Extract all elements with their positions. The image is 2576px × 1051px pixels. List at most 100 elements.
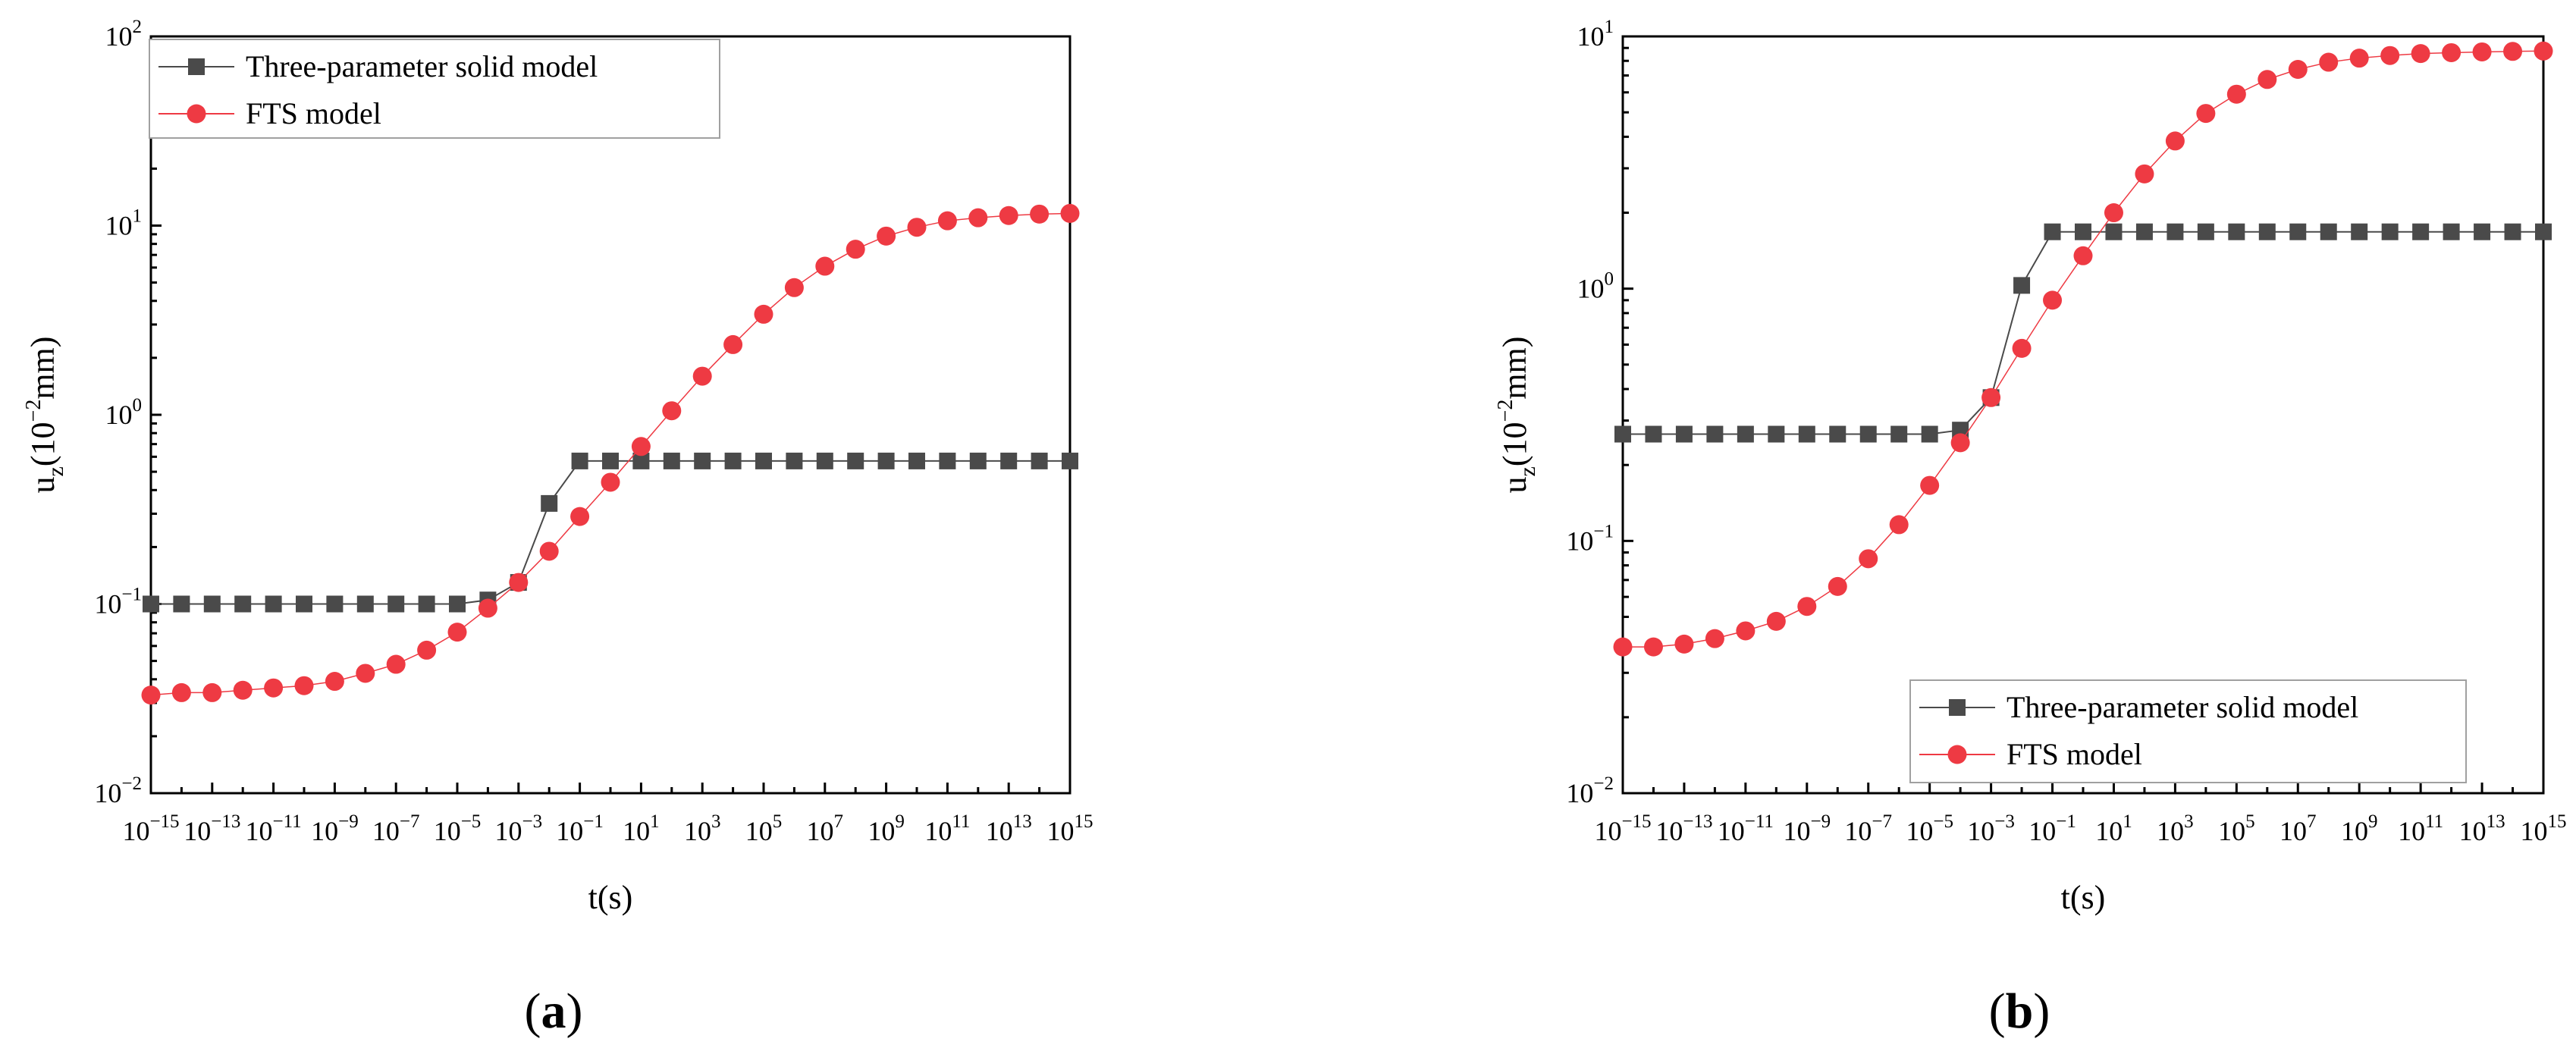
legend-label: Three-parameter solid model bbox=[246, 49, 598, 83]
data-point-circle bbox=[2288, 60, 2308, 80]
data-point-circle bbox=[815, 256, 835, 276]
panel-label: (b) bbox=[1989, 984, 2050, 1039]
data-point-square bbox=[1921, 425, 1938, 443]
data-point-circle bbox=[2104, 203, 2123, 223]
data-point-circle bbox=[2226, 84, 2246, 104]
data-point-circle bbox=[325, 672, 344, 692]
x-tick-label: 107 bbox=[2279, 811, 2317, 846]
x-tick-label: 10−3 bbox=[494, 811, 542, 846]
panel-label: (a) bbox=[525, 984, 583, 1039]
data-point-square bbox=[632, 452, 650, 469]
data-point-circle bbox=[1030, 204, 1050, 224]
data-point-square bbox=[694, 452, 711, 469]
data-point-square bbox=[1675, 425, 1693, 443]
data-point-square bbox=[143, 595, 159, 613]
x-tick-label: 103 bbox=[684, 811, 721, 846]
x-axis-title: t(s) bbox=[2061, 879, 2106, 916]
data-point-circle bbox=[264, 678, 284, 698]
data-point-circle bbox=[2380, 45, 2400, 65]
legend-box bbox=[149, 39, 720, 139]
legend-label: Three-parameter solid model bbox=[2007, 690, 2358, 724]
data-point-square bbox=[356, 595, 374, 613]
x-tick-label: 10−11 bbox=[246, 811, 302, 846]
data-point-square bbox=[203, 595, 221, 613]
data-point-square bbox=[2044, 223, 2061, 240]
x-tick-label: 10−1 bbox=[556, 811, 604, 846]
data-point-square bbox=[2167, 223, 2184, 240]
x-tick-label: 10−3 bbox=[1967, 811, 2015, 846]
data-point-circle bbox=[141, 686, 161, 705]
y-axis-title: uz(10−2mm) bbox=[1494, 337, 1540, 494]
data-point-circle bbox=[2043, 290, 2063, 310]
data-point-square bbox=[1031, 452, 1048, 469]
y-tick-label: 10−1 bbox=[94, 585, 142, 620]
legend: Three-parameter solid model FTS model bbox=[1909, 679, 2467, 783]
data-point-circle bbox=[937, 211, 957, 231]
data-point-circle bbox=[2472, 42, 2492, 61]
data-point-circle bbox=[233, 680, 253, 700]
x-tick-label: 10−13 bbox=[184, 811, 240, 846]
data-point-square bbox=[2258, 223, 2276, 240]
data-point-circle bbox=[171, 682, 191, 702]
legend-marker-square bbox=[188, 58, 205, 75]
y-tick-label: 102 bbox=[105, 17, 143, 52]
data-point-circle bbox=[1736, 621, 1756, 641]
x-tick-label: 10−7 bbox=[1844, 811, 1892, 846]
data-point-circle bbox=[662, 401, 682, 421]
data-point-square bbox=[755, 452, 772, 469]
data-point-circle bbox=[907, 218, 927, 237]
data-point-circle bbox=[1766, 611, 1786, 631]
data-point-square bbox=[571, 452, 588, 469]
data-point-square bbox=[2013, 277, 2031, 294]
x-tick-label: 10−13 bbox=[1655, 811, 1712, 846]
y-tick-label: 101 bbox=[105, 206, 143, 241]
data-point-circle bbox=[2073, 246, 2093, 265]
data-point-square bbox=[724, 452, 742, 469]
data-point-circle bbox=[202, 682, 222, 702]
data-point-circle bbox=[1889, 515, 1909, 535]
data-point-circle bbox=[1859, 549, 1878, 569]
x-tick-label: 107 bbox=[807, 811, 844, 846]
data-point-square bbox=[449, 595, 466, 613]
data-point-circle bbox=[539, 541, 559, 561]
x-tick-label: 1011 bbox=[2398, 811, 2443, 846]
legend-box bbox=[1909, 679, 2467, 783]
data-point-circle bbox=[294, 676, 314, 695]
data-point-square bbox=[786, 452, 803, 469]
data-point-circle bbox=[846, 240, 865, 259]
data-point-square bbox=[296, 595, 312, 613]
data-point-square bbox=[2197, 223, 2214, 240]
data-point-circle bbox=[509, 573, 529, 592]
data-point-square bbox=[816, 452, 833, 469]
data-point-square bbox=[1737, 425, 1754, 443]
data-point-circle bbox=[356, 664, 375, 683]
data-point-circle bbox=[1828, 576, 1847, 596]
data-point-square bbox=[2075, 223, 2091, 240]
legend-label: FTS model bbox=[246, 96, 381, 130]
data-point-square bbox=[2351, 223, 2368, 240]
data-point-circle bbox=[2165, 131, 2185, 151]
data-point-square bbox=[2443, 223, 2460, 240]
y-tick-label: 10−1 bbox=[1566, 521, 1614, 556]
data-point-circle bbox=[2411, 44, 2430, 64]
data-point-square bbox=[1062, 452, 1078, 469]
data-point-circle bbox=[2258, 70, 2277, 89]
data-point-square bbox=[1645, 425, 1662, 443]
data-point-square bbox=[2105, 223, 2123, 240]
data-point-circle bbox=[2319, 52, 2339, 72]
data-point-circle bbox=[1705, 629, 1724, 648]
x-tick-label: 10−9 bbox=[1783, 811, 1831, 846]
data-point-square bbox=[541, 494, 558, 512]
x-tick-label: 109 bbox=[868, 811, 905, 846]
data-point-circle bbox=[784, 278, 804, 297]
x-tick-label: 10−15 bbox=[122, 811, 179, 846]
data-point-square bbox=[2412, 223, 2430, 240]
data-point-circle bbox=[1920, 475, 1940, 495]
data-point-square bbox=[2504, 223, 2521, 240]
x-tick-label: 1013 bbox=[986, 811, 1032, 846]
data-point-square bbox=[663, 452, 680, 469]
data-point-circle bbox=[631, 437, 651, 456]
x-tick-label: 101 bbox=[623, 811, 660, 846]
data-point-circle bbox=[877, 226, 896, 246]
